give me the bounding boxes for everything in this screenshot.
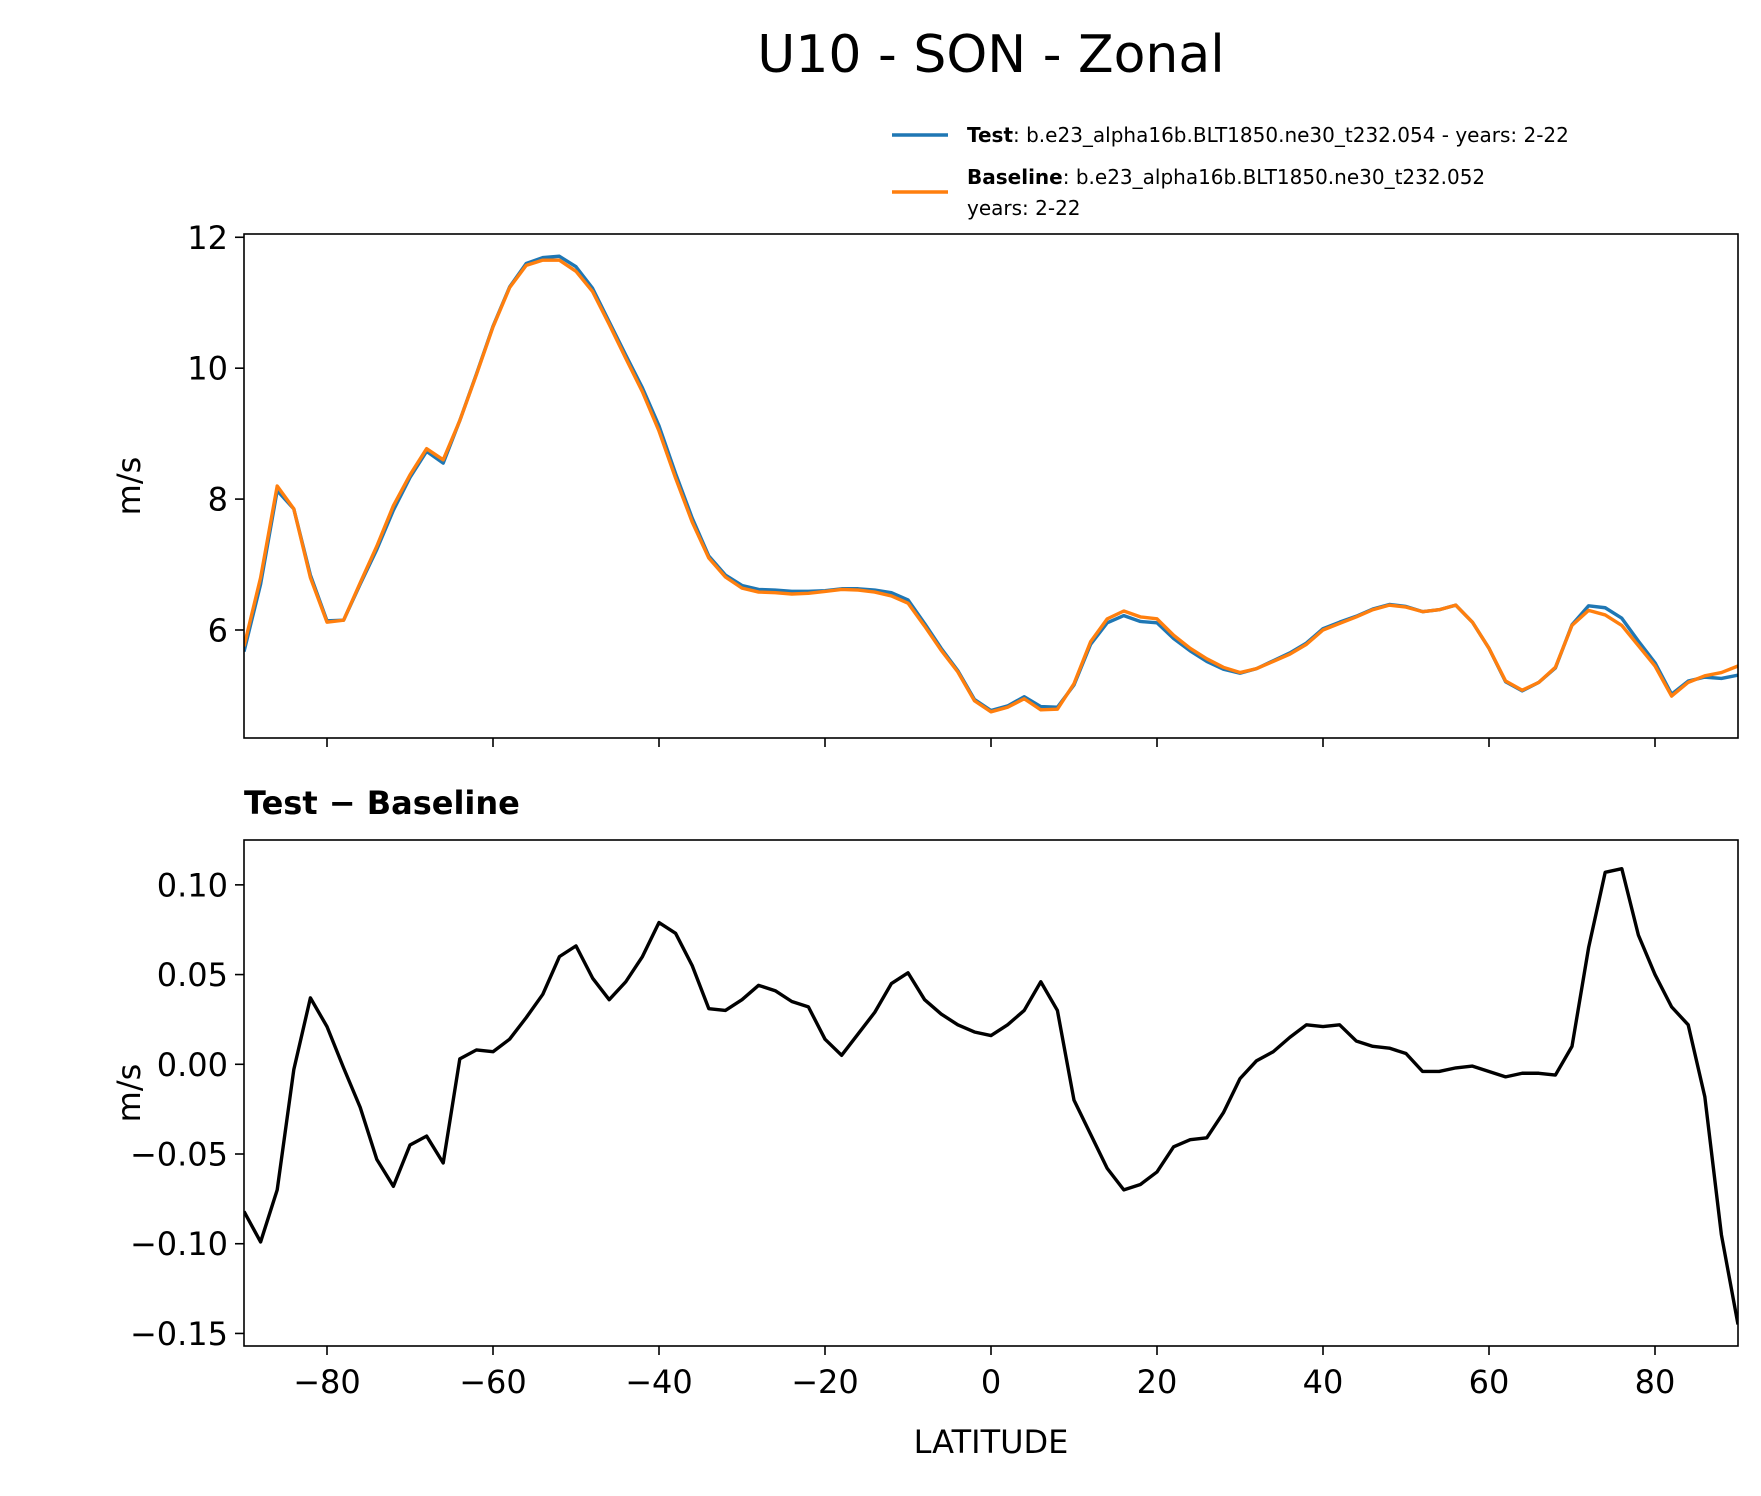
y-tick-label: 6 xyxy=(208,612,228,650)
y-tick-label: −0.05 xyxy=(130,1136,228,1174)
line-baseline xyxy=(244,258,1738,714)
figure-title: U10 - SON - Zonal xyxy=(757,25,1224,85)
y-tick-label: 0.10 xyxy=(157,866,228,904)
x-tick-label: −40 xyxy=(625,1363,693,1401)
subplot-title: Test − Baseline xyxy=(244,784,520,822)
y-tick-label: 8 xyxy=(208,481,228,519)
legend-description: : b.e23_alpha16b.BLT1850.ne30_t232.052 xyxy=(1063,165,1485,189)
x-tick-label: −80 xyxy=(293,1363,361,1401)
legend-entry: Baseline: b.e23_alpha16b.BLT1850.ne30_t2… xyxy=(967,165,1485,189)
x-axis-label: LATITUDE xyxy=(914,1423,1069,1461)
legend-description: : b.e23_alpha16b.BLT1850.ne30_t232.054 -… xyxy=(1013,123,1569,147)
legend-name: Test xyxy=(967,123,1013,147)
difference-line xyxy=(244,867,1738,1325)
x-tick-label: 20 xyxy=(1137,1363,1178,1401)
x-tick-label: 0 xyxy=(981,1363,1001,1401)
x-tick-label: −20 xyxy=(791,1363,859,1401)
y-tick-label: −0.10 xyxy=(130,1225,228,1263)
y-tick-label: 10 xyxy=(187,350,228,388)
legend-name: Baseline xyxy=(967,165,1063,189)
x-tick-label: −60 xyxy=(459,1363,527,1401)
x-tick-label: 80 xyxy=(1635,1363,1676,1401)
y-tick-label: 12 xyxy=(187,219,228,257)
axes-frame xyxy=(243,839,1739,1347)
x-tick-label: 60 xyxy=(1469,1363,1510,1401)
y-axis-label: m/s xyxy=(110,457,148,516)
legend-entry: Test: b.e23_alpha16b.BLT1850.ne30_t232.0… xyxy=(967,123,1569,147)
legend-description: years: 2-22 xyxy=(967,196,1081,220)
x-tick-label: 40 xyxy=(1303,1363,1344,1401)
y-axis-label: m/s xyxy=(110,1064,148,1123)
y-tick-label: 0.00 xyxy=(157,1046,228,1084)
y-tick-label: 0.05 xyxy=(157,956,228,994)
y-tick-label: −0.15 xyxy=(130,1315,228,1353)
axes-frame xyxy=(243,233,1739,739)
